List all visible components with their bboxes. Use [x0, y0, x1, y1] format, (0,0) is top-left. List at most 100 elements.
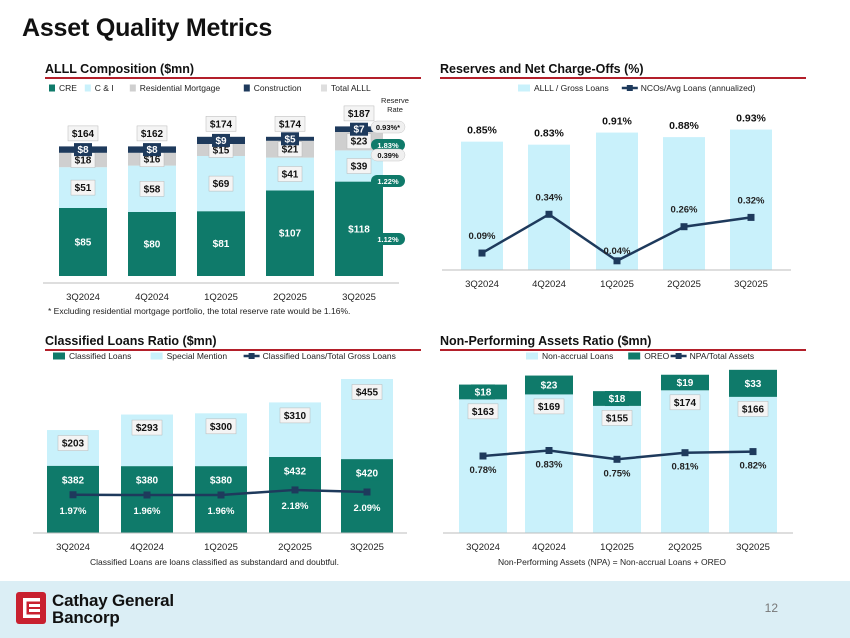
bar-value-label: 0.88% [669, 120, 699, 132]
special-mention-value-label-box [57, 435, 89, 451]
reserve-rate-value: 0.93%* [376, 123, 400, 132]
non-accrual-value-label: $169 [538, 402, 561, 413]
oreo-value-label-box [537, 377, 561, 393]
bar-value-label: 0.83% [534, 128, 564, 140]
bar-alll-gross-loans [730, 129, 772, 270]
page-number: 12 [764, 601, 778, 615]
non-accrual-value-label-box [467, 403, 499, 420]
legend-marker-2 [675, 353, 682, 359]
bar-alll-gross-loans [528, 144, 570, 270]
allll-chart-title: ALLL Composition ($mn) [45, 62, 195, 76]
classified-value-label-box [58, 472, 88, 488]
bar-value-label: $8 [146, 145, 158, 156]
oreo-value-label-box [471, 384, 495, 400]
total-label: $164 [72, 129, 95, 140]
x-tick-label: 1Q2025 [204, 292, 238, 303]
nco-value-label: 0.34% [536, 192, 563, 203]
npa-ratio-label: 0.81% [672, 462, 699, 473]
legend-swatch-1 [84, 84, 91, 92]
bar-value-label: 0.85% [467, 125, 497, 137]
allll-title-rule [45, 77, 421, 79]
total-label-box [136, 125, 168, 142]
oreo-value-label: $33 [745, 379, 762, 390]
bar-value-label: 0.91% [602, 116, 632, 128]
legend-label-4: Total ALLL [331, 83, 371, 93]
bar-value-label: $107 [279, 229, 302, 240]
non-accrual-value-label-box [533, 398, 565, 415]
nco-value-label: 0.04% [604, 246, 631, 257]
special-mention-value-label-box [279, 407, 311, 424]
bar-value-label: 0.93% [736, 113, 766, 125]
legend-swatch-0 [526, 352, 538, 360]
oreo-value-label-box [673, 375, 697, 391]
x-tick-label: 4Q2024 [532, 542, 566, 553]
reserve-rate-pill [371, 233, 405, 245]
non-accrual-value-label: $166 [742, 404, 765, 415]
legend-marker-1 [626, 85, 633, 91]
non-accrual-value-label-box [737, 401, 769, 417]
allll-composition-chart: CRE C & I Residential Mortgage Construction… [43, 83, 409, 303]
company-logo-text: Cathay General Bancorp [52, 592, 174, 626]
npa-ratio-label: 0.83% [536, 460, 563, 471]
bar-value-label-box [344, 221, 374, 237]
classified-ratio-label: 1.97% [60, 506, 87, 517]
bar-value-label: $41 [282, 170, 299, 181]
reserve-rate-value: 1.22% [377, 177, 399, 186]
reserve-rate-value: 0.39% [377, 151, 399, 160]
nco-point [478, 249, 486, 257]
npa-ratio-label: 0.82% [740, 461, 767, 472]
oreo-value-label-box [741, 375, 765, 391]
classified-ratio-point [217, 491, 225, 499]
bar-segment-non-accrual [661, 390, 709, 533]
legend-swatch-0 [49, 84, 55, 92]
x-tick-label: 2Q2025 [278, 542, 312, 553]
classified-footnote: Classified Loans are loans classified as… [90, 557, 340, 567]
company-name-line1: Cathay General [52, 591, 174, 610]
classified-value-label-box [132, 472, 162, 488]
x-tick-label: 3Q2024 [66, 292, 100, 303]
npa-ratio-point [613, 455, 621, 463]
npa-ratio-label: 0.78% [470, 465, 497, 476]
bar-segment-non-accrual [593, 405, 641, 533]
classified-loans-chart: Classified Loans Special Mention Classifie… [33, 351, 407, 553]
nco-point [613, 257, 621, 265]
bar-value-label: $51 [75, 183, 92, 194]
bar-value-label-box [140, 236, 164, 252]
nco-point [680, 223, 688, 231]
total-label-box [67, 125, 99, 142]
reserve-rate-pill [370, 120, 406, 134]
x-tick-label: 3Q2025 [734, 279, 768, 290]
bar-value-label: $18 [75, 156, 92, 167]
bar-value-label: $21 [282, 145, 299, 156]
x-tick-label: 3Q2025 [342, 292, 376, 303]
reserve-rate-header-line2: Rate [387, 105, 403, 114]
classified-ratio-label: 1.96% [208, 506, 235, 517]
legend-label-1: NCOs/Avg Loans (annualized) [641, 83, 756, 93]
bar-value-label-box [209, 236, 233, 252]
bar-value-label-box [70, 179, 96, 196]
legend-label-0: Non-accrual Loans [542, 351, 613, 361]
npa-title-rule [440, 349, 806, 351]
special-mention-value-label-box [205, 418, 237, 435]
legend-swatch-2 [129, 84, 136, 92]
npa-ratio-point [681, 449, 689, 457]
legend-swatch-4 [321, 84, 327, 92]
bar-value-label: $15 [213, 146, 230, 157]
bar-value-label: $16 [144, 155, 161, 166]
classified-value-label-box [280, 463, 310, 479]
bar-value-label: $118 [348, 224, 370, 235]
legend-label-0: Classified Loans [69, 351, 131, 361]
classified-value-label: $380 [210, 476, 233, 487]
non-accrual-value-label: $155 [606, 413, 629, 424]
reserve-rate-pill [370, 148, 406, 162]
reserve-rate-value: 1.12% [377, 235, 399, 244]
total-label-box [205, 116, 237, 132]
x-tick-label: 3Q2024 [56, 542, 90, 553]
nco-value-label: 0.09% [469, 231, 496, 242]
x-tick-label: 3Q2025 [736, 542, 770, 553]
bar-alll-gross-loans [663, 137, 705, 270]
npa-ratio-point [479, 452, 487, 460]
npa-footnote: Non-Performing Assets (NPA) = Non-accrua… [498, 557, 727, 567]
x-tick-label: 4Q2024 [135, 292, 169, 303]
bar-segment-non-accrual [459, 399, 507, 533]
